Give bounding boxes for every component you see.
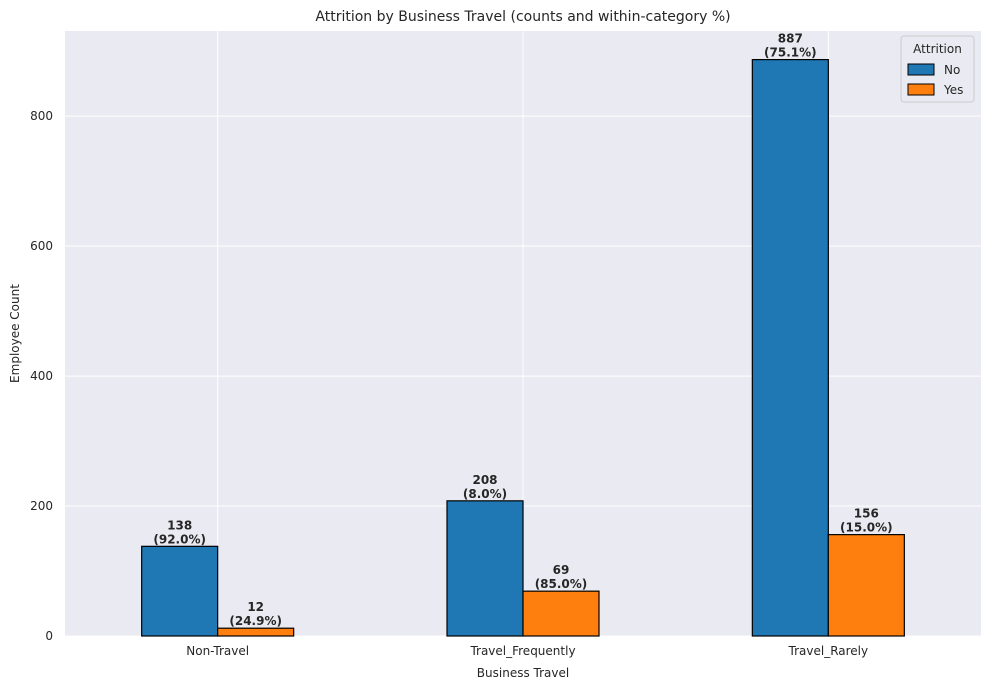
- legend: Attrition No Yes: [900, 35, 975, 103]
- y-axis-ticks: 0 200 400 600 800: [30, 109, 53, 643]
- data-label-percent: (8.0%): [463, 487, 507, 501]
- data-label-percent: (15.0%): [840, 521, 893, 535]
- data-label-count: 887: [778, 32, 803, 46]
- bar-no-travel-frequently: [446, 500, 524, 637]
- data-label-count: 208: [472, 473, 497, 487]
- bar-yes-travel-rarely: [827, 534, 905, 637]
- bar-no-non-travel: [141, 545, 219, 637]
- y-axis-label: Employee Count: [8, 284, 22, 383]
- data-label-percent: (92.0%): [153, 532, 206, 546]
- data-label-percent: (24.9%): [229, 614, 282, 628]
- data-label-count: 156: [854, 507, 879, 521]
- bar-yes-non-travel: [217, 627, 295, 637]
- bar-yes-travel-frequently: [522, 590, 600, 637]
- legend-swatch-yes: [907, 83, 935, 96]
- data-label-count: 12: [247, 600, 264, 614]
- legend-label-yes: Yes: [943, 83, 963, 97]
- data-label-percent: (85.0%): [535, 577, 588, 591]
- x-tick-label: Travel_Frequently: [469, 644, 575, 658]
- x-tick-label: Non-Travel: [186, 644, 249, 658]
- y-tick-label: 200: [30, 499, 53, 513]
- data-label-count: 138: [167, 518, 192, 532]
- y-tick-label: 800: [30, 109, 53, 123]
- legend-label-no: No: [944, 63, 960, 77]
- x-tick-label: Travel_Rarely: [788, 644, 869, 658]
- x-axis-label: Business Travel: [477, 666, 569, 680]
- y-tick-label: 0: [45, 629, 53, 643]
- data-label-count: 69: [553, 563, 570, 577]
- y-tick-label: 400: [30, 369, 53, 383]
- x-axis-ticks: Non-Travel Travel_Frequently Travel_Rarely: [186, 644, 868, 658]
- y-tick-label: 600: [30, 239, 53, 253]
- bar-no-travel-rarely: [751, 58, 829, 637]
- legend-swatch-no: [907, 63, 935, 76]
- data-label-percent: (75.1%): [764, 46, 817, 60]
- legend-title: Attrition: [913, 42, 962, 56]
- bars-group: 138(92.0%) 208(8.0%) 887(75.1%) 12(24.9%) 69…: [141, 32, 905, 637]
- chart-title: Attrition by Business Travel (counts and…: [315, 9, 730, 25]
